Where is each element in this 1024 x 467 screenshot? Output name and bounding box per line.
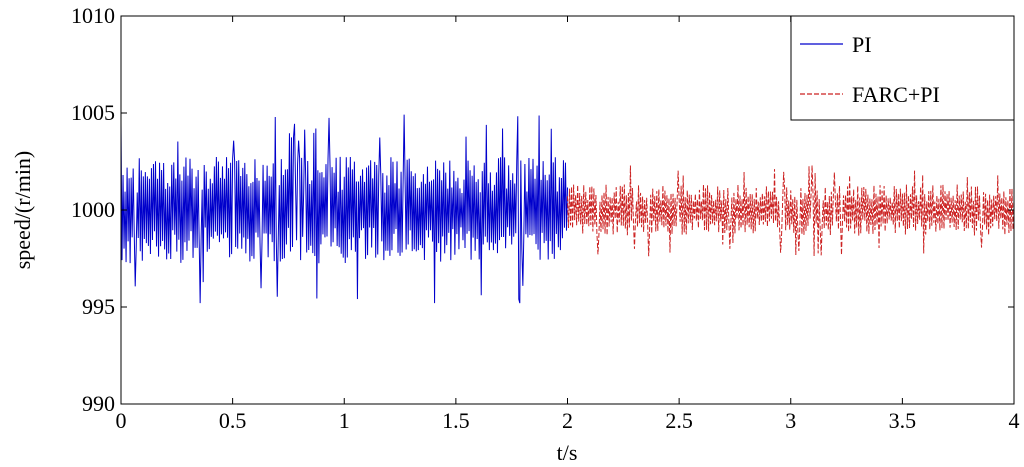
x-tick-label: 1.5 — [442, 408, 470, 433]
y-axis-label: speed/(r/min) — [10, 151, 35, 270]
x-tick-label: 3.5 — [889, 408, 917, 433]
x-tick-label: 0 — [116, 408, 127, 433]
x-tick-label: 4 — [1009, 408, 1020, 433]
legend-box — [790, 15, 1015, 121]
x-tick-label: 0.5 — [219, 408, 247, 433]
y-tick-label: 1000 — [71, 197, 115, 222]
x-axis-label: t/s — [557, 440, 578, 465]
series-layer — [120, 114, 1015, 304]
legend-label-farc-pi: FARC+PI — [852, 82, 940, 107]
x-tick-label: 3 — [785, 408, 796, 433]
series-line-pi — [120, 114, 568, 304]
legend: PI FARC+PI — [790, 15, 1015, 121]
x-tick-label: 1 — [339, 408, 350, 433]
y-tick-label: 995 — [82, 294, 115, 319]
series-line-farc-pi — [567, 165, 1015, 257]
y-tick-label: 990 — [82, 391, 115, 416]
y-tick-label: 1005 — [71, 100, 115, 125]
y-tick-label: 1010 — [71, 3, 115, 28]
x-tick-label: 2 — [562, 408, 573, 433]
ticks-layer: 0 0.5 1 1.5 2 2.5 3 3.5 4 990 995 1000 1005 1010 — [71, 3, 1020, 433]
legend-label-pi: PI — [852, 32, 872, 57]
x-tick-label: 2.5 — [665, 408, 693, 433]
